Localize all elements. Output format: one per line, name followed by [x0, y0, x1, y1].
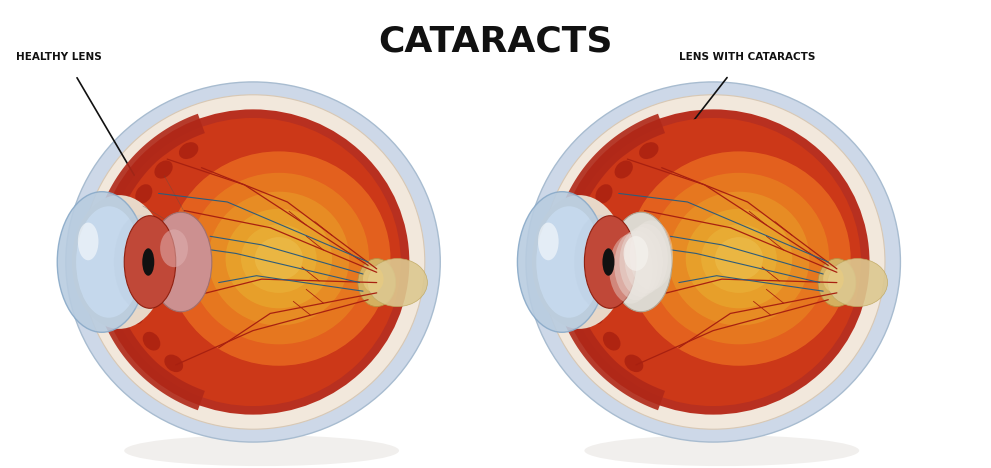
Ellipse shape [824, 266, 843, 292]
Ellipse shape [114, 215, 165, 309]
Ellipse shape [541, 95, 885, 429]
Ellipse shape [585, 216, 636, 308]
Ellipse shape [596, 184, 612, 204]
Ellipse shape [368, 258, 427, 307]
Ellipse shape [127, 304, 144, 324]
Ellipse shape [124, 435, 399, 466]
Ellipse shape [669, 192, 810, 325]
Ellipse shape [81, 95, 425, 429]
Ellipse shape [179, 142, 198, 159]
Ellipse shape [255, 237, 303, 280]
Ellipse shape [143, 332, 161, 351]
Text: LENS WITH CATARACTS: LENS WITH CATARACTS [679, 51, 816, 62]
Ellipse shape [603, 332, 620, 351]
Ellipse shape [155, 161, 172, 178]
Ellipse shape [118, 274, 134, 294]
Ellipse shape [566, 118, 861, 406]
Ellipse shape [619, 227, 663, 297]
Ellipse shape [150, 212, 212, 312]
Ellipse shape [78, 223, 98, 260]
Ellipse shape [135, 184, 153, 204]
Ellipse shape [532, 195, 626, 329]
Ellipse shape [574, 215, 625, 309]
Polygon shape [552, 114, 665, 410]
Ellipse shape [624, 355, 643, 372]
Ellipse shape [526, 82, 901, 442]
Ellipse shape [358, 258, 395, 307]
Ellipse shape [639, 142, 659, 159]
Ellipse shape [577, 243, 593, 263]
Ellipse shape [609, 234, 652, 304]
Ellipse shape [241, 224, 316, 293]
Ellipse shape [583, 212, 599, 232]
Polygon shape [91, 114, 205, 410]
Ellipse shape [538, 223, 559, 260]
Text: CATARACTS: CATARACTS [379, 24, 612, 58]
Ellipse shape [686, 209, 792, 308]
Ellipse shape [702, 224, 777, 293]
Ellipse shape [65, 82, 440, 442]
Ellipse shape [167, 151, 390, 366]
Ellipse shape [161, 229, 188, 267]
Ellipse shape [76, 206, 142, 318]
Ellipse shape [623, 236, 648, 271]
Ellipse shape [124, 216, 175, 308]
Ellipse shape [818, 258, 856, 307]
Ellipse shape [536, 206, 602, 318]
Ellipse shape [97, 110, 409, 415]
Ellipse shape [624, 224, 668, 293]
Ellipse shape [71, 195, 166, 329]
Ellipse shape [579, 274, 595, 294]
Ellipse shape [105, 118, 400, 406]
Ellipse shape [610, 212, 672, 312]
Ellipse shape [188, 173, 369, 344]
Ellipse shape [614, 231, 658, 300]
Ellipse shape [614, 161, 633, 178]
Ellipse shape [715, 237, 763, 280]
Ellipse shape [226, 209, 332, 308]
Ellipse shape [629, 220, 673, 290]
Ellipse shape [517, 192, 606, 332]
Ellipse shape [117, 243, 132, 263]
Ellipse shape [363, 266, 384, 292]
Ellipse shape [208, 192, 349, 325]
Ellipse shape [649, 173, 829, 344]
Ellipse shape [585, 435, 859, 466]
Ellipse shape [57, 192, 147, 332]
Ellipse shape [627, 151, 850, 366]
Text: HEALTHY LENS: HEALTHY LENS [16, 51, 101, 62]
Ellipse shape [588, 304, 604, 324]
Ellipse shape [557, 110, 869, 415]
Ellipse shape [165, 355, 183, 372]
Ellipse shape [603, 249, 614, 276]
Ellipse shape [827, 258, 888, 307]
Ellipse shape [143, 249, 155, 276]
Ellipse shape [123, 212, 139, 232]
